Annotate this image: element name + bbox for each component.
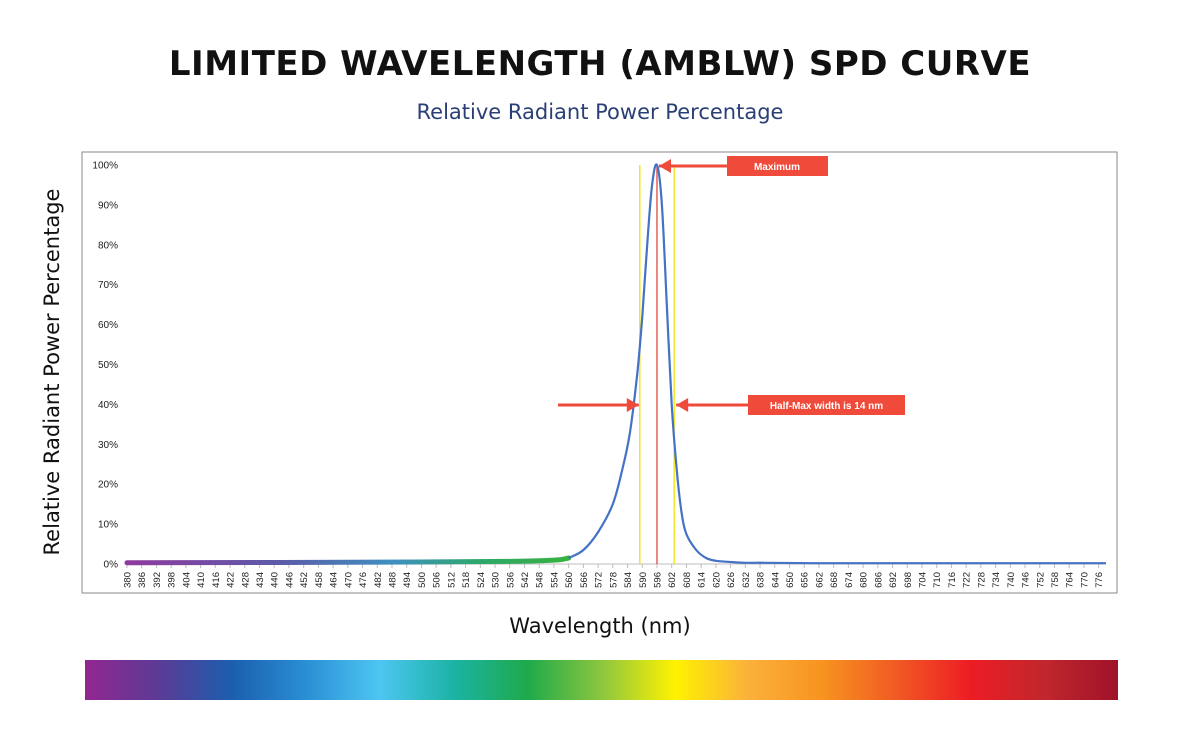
x-tick-label: 428 (240, 572, 251, 588)
x-tick-label: 710 (932, 572, 943, 588)
x-tick-label: 656 (800, 572, 811, 588)
x-tick-label: 512 (446, 572, 457, 588)
x-tick-label: 662 (814, 572, 825, 588)
y-tick-label: 90% (98, 200, 118, 211)
x-tick-label: 434 (255, 572, 266, 588)
maximum-arrow-head (658, 159, 671, 173)
x-tick-label: 590 (638, 572, 649, 588)
x-tick-label: 632 (741, 572, 752, 588)
x-tick-label: 554 (549, 572, 560, 588)
x-tick-label: 614 (697, 572, 708, 588)
x-tick-label: 650 (785, 572, 796, 588)
x-tick-label: 410 (196, 572, 207, 588)
x-tick-label: 548 (535, 572, 546, 588)
x-tick-label: 728 (976, 572, 987, 588)
page-subtitle: Relative Radiant Power Percentage (416, 100, 784, 124)
x-tick-label: 758 (1050, 572, 1061, 588)
x-tick-label: 488 (387, 572, 398, 588)
x-tick-label: 770 (1079, 572, 1090, 588)
x-tick-label: 458 (314, 572, 325, 588)
x-tick-label: 638 (756, 572, 767, 588)
y-tick-label: 40% (98, 400, 118, 411)
x-tick-label: 404 (181, 572, 192, 588)
half-max-right-arrow-head (676, 398, 689, 412)
x-tick-label: 536 (505, 572, 516, 588)
x-tick-label: 740 (1006, 572, 1017, 588)
half-max-left-arrow-head (626, 398, 639, 412)
y-tick-label: 50% (98, 360, 118, 371)
x-tick-label: 416 (211, 572, 222, 588)
x-tick-label: 500 (417, 572, 428, 588)
y-tick-label: 10% (98, 520, 118, 531)
y-tick-label: 30% (98, 440, 118, 451)
x-tick-label: 380 (123, 572, 134, 588)
x-tick-label: 776 (1094, 572, 1105, 588)
x-tick-label: 506 (432, 572, 443, 588)
half-max-label: Half-Max width is 14 nm (770, 401, 883, 412)
x-tick-label: 722 (962, 572, 973, 588)
x-tick-label: 626 (726, 572, 737, 588)
x-tick-label: 524 (476, 572, 487, 588)
y-tick-label: 70% (98, 280, 118, 291)
x-tick-label: 680 (859, 572, 870, 588)
x-tick-label: 674 (844, 572, 855, 588)
x-tick-label: 578 (608, 572, 619, 588)
maximum-label: Maximum (754, 162, 800, 173)
x-tick-label: 446 (284, 572, 295, 588)
y-tick-label: 100% (92, 161, 118, 172)
x-tick-label: 752 (1035, 572, 1046, 588)
x-tick-label: 644 (770, 572, 781, 588)
x-tick-label: 470 (343, 572, 354, 588)
x-tick-label: 572 (594, 572, 605, 588)
x-tick-label: 620 (711, 572, 722, 588)
x-tick-label: 686 (873, 572, 884, 588)
x-tick-label: 386 (137, 572, 148, 588)
x-tick-label: 398 (167, 572, 178, 588)
x-tick-label: 494 (402, 572, 413, 588)
half-max-label-box (748, 395, 905, 415)
x-tick-label: 698 (903, 572, 914, 588)
x-tick-label: 608 (682, 572, 693, 588)
x-tick-label: 476 (358, 572, 369, 588)
page-title: LIMITED WAVELENGTH (AMBLW) SPD CURVE (168, 44, 1032, 84)
y-tick-label: 0% (104, 560, 119, 571)
x-tick-label: 440 (270, 572, 281, 588)
x-tick-label: 584 (623, 572, 634, 588)
x-tick-label: 716 (947, 572, 958, 588)
x-tick-label: 668 (829, 572, 840, 588)
x-tick-label: 452 (299, 572, 310, 588)
x-tick-label: 734 (991, 572, 1002, 588)
x-tick-label: 482 (373, 572, 384, 588)
x-tick-label: 566 (579, 572, 590, 588)
x-tick-label: 464 (329, 572, 340, 588)
x-tick-label: 518 (461, 572, 472, 588)
x-tick-label: 602 (667, 572, 678, 588)
x-tick-label: 596 (652, 572, 663, 588)
maximum-label-box (727, 156, 828, 176)
y-tick-label: 80% (98, 240, 118, 251)
x-tick-label: 560 (564, 572, 575, 588)
x-tick-label: 746 (1021, 572, 1032, 588)
plot-frame (81, 151, 1118, 594)
y-tick-label: 20% (98, 480, 118, 491)
x-tick-label: 692 (888, 572, 899, 588)
x-tick-label: 764 (1065, 572, 1076, 588)
x-tick-label: 530 (491, 572, 502, 588)
x-tick-label: 422 (226, 572, 237, 588)
x-tick-label: 542 (520, 572, 531, 588)
x-tick-label: 392 (152, 572, 163, 588)
series-line-low (124, 555, 572, 566)
x-axis-label: Wavelength (nm) (509, 614, 691, 638)
series-line (568, 163, 1106, 565)
x-tick-label: 704 (917, 572, 928, 588)
y-tick-label: 60% (98, 320, 118, 331)
color-spectrum-bar (85, 660, 1118, 700)
